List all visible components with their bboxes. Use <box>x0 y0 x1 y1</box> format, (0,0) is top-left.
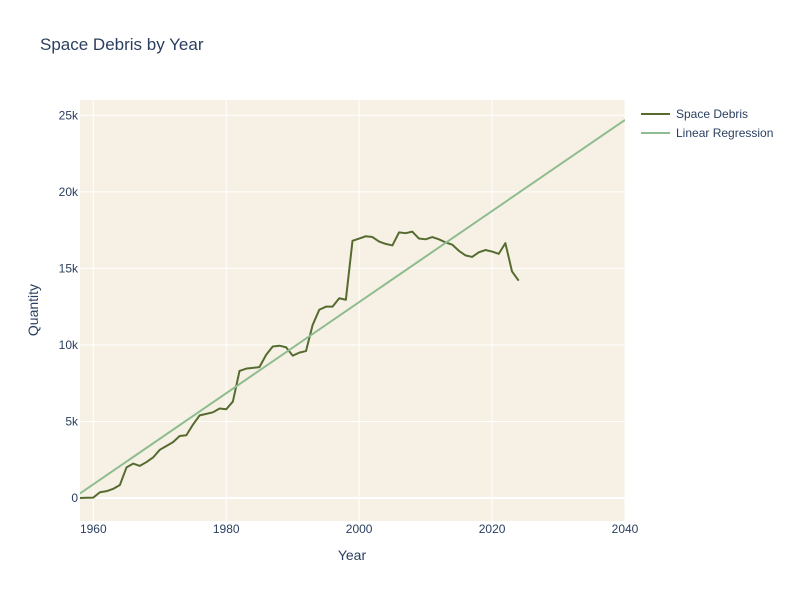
y-axis-ticks: 0 5k 10k 15k 20k 25k <box>59 108 79 505</box>
x-tick-label: 2040 <box>612 522 639 536</box>
series-layer <box>80 119 625 500</box>
x-axis-title: Year <box>338 547 367 563</box>
x-tick-label: 2020 <box>479 522 506 536</box>
legend-item-linear-regression[interactable]: Linear Regression <box>641 126 773 140</box>
y-tick-label: 5k <box>65 414 79 428</box>
x-tick-label: 2000 <box>346 522 373 536</box>
y-tick-label: 20k <box>59 185 79 199</box>
x-axis-ticks: 1960 1980 2000 2020 2040 <box>80 522 639 536</box>
legend[interactable]: Space Debris Linear Regression <box>641 107 773 140</box>
gridlines <box>80 100 626 521</box>
linear-regression-line <box>80 119 625 495</box>
y-tick-label: 0 <box>71 491 78 505</box>
y-axis-title: Quantity <box>25 284 41 336</box>
legend-item-space-debris[interactable]: Space Debris <box>641 107 748 121</box>
y-tick-label: 10k <box>59 338 79 352</box>
x-tick-label: 1980 <box>213 522 240 536</box>
y-tick-label: 25k <box>59 108 79 122</box>
y-tick-label: 15k <box>59 261 79 275</box>
legend-label: Linear Regression <box>676 126 773 140</box>
legend-label: Space Debris <box>676 107 748 121</box>
x-tick-label: 1960 <box>80 522 107 536</box>
plot-area <box>80 100 625 521</box>
chart-title: Space Debris by Year <box>40 35 204 54</box>
